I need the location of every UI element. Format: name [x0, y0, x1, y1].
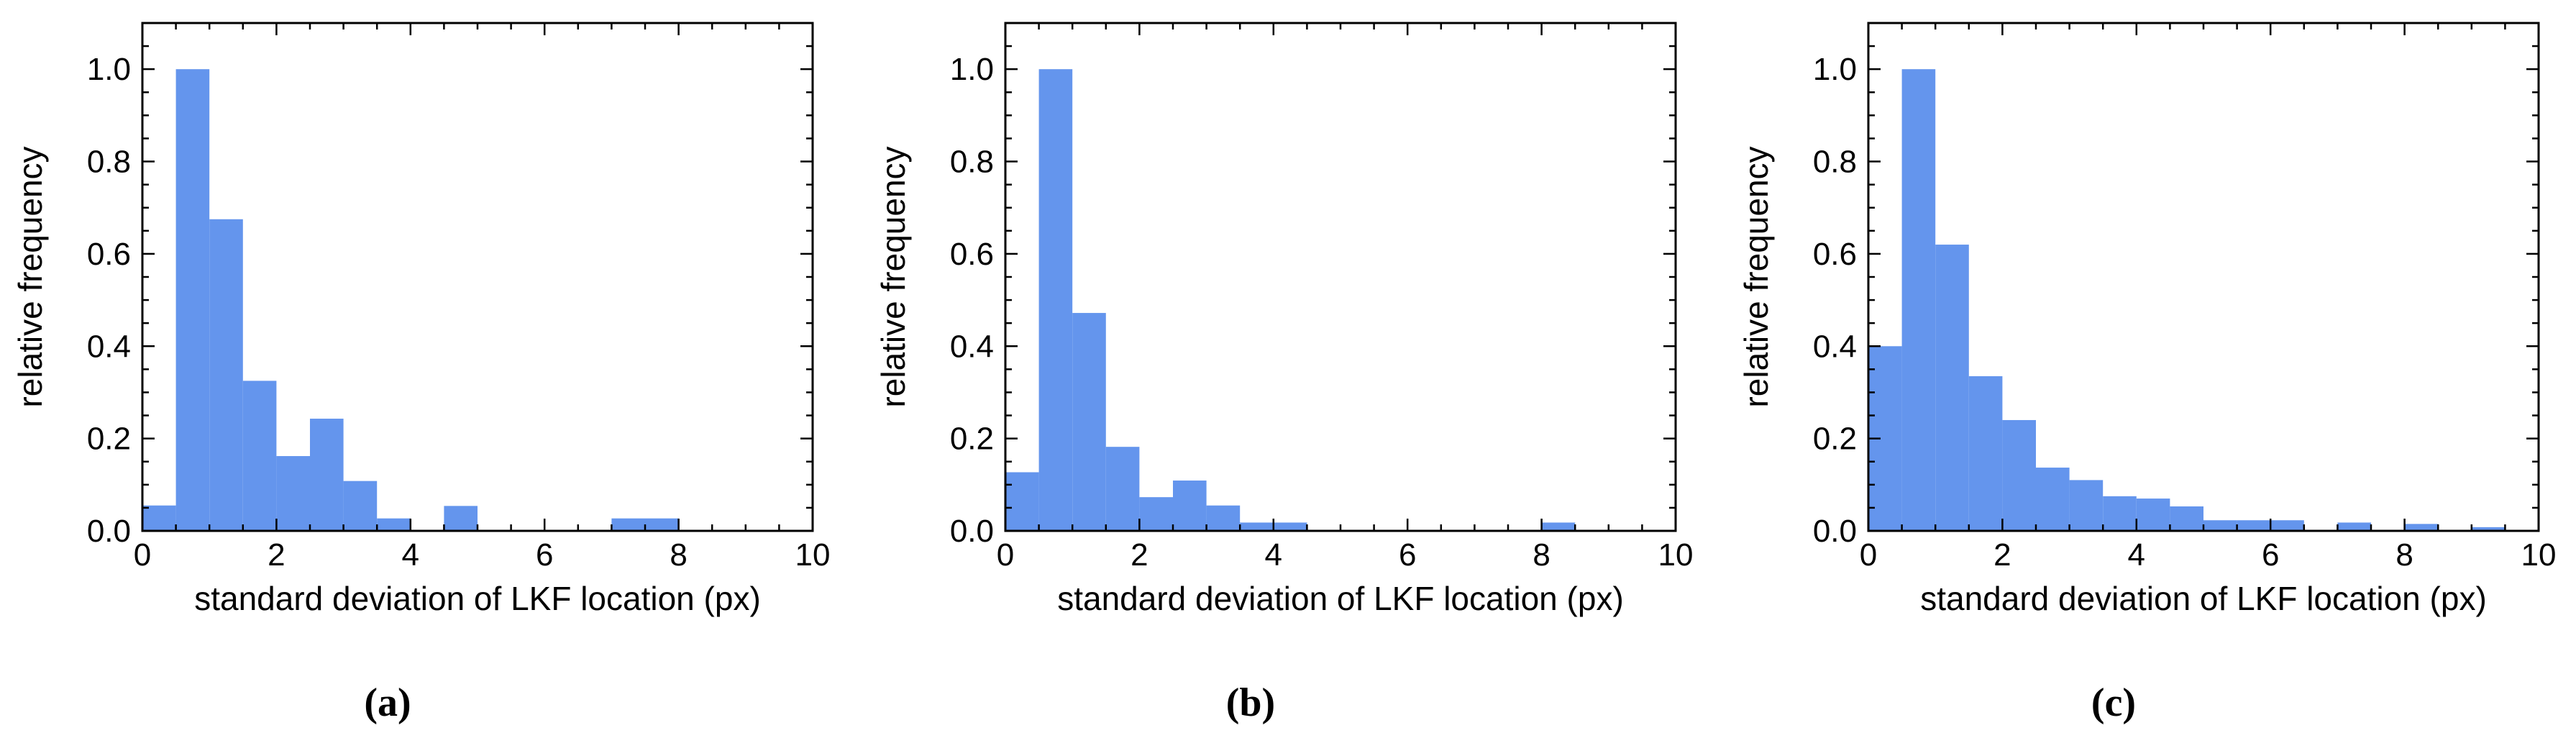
- histogram-bar: [2203, 520, 2237, 531]
- subfigure-caption: (b): [1226, 680, 1275, 725]
- y-tick-label: 0.2: [950, 422, 994, 457]
- histogram-bar: [276, 456, 310, 531]
- y-tick-label: 0.0: [950, 514, 994, 549]
- y-tick-label: 1.0: [950, 52, 994, 87]
- y-tick-label: 0.6: [87, 237, 131, 272]
- x-tick-label: 2: [268, 537, 285, 573]
- histogram-bar: [209, 219, 243, 531]
- x-tick-label: 10: [1658, 537, 1694, 573]
- y-tick-label: 0.4: [950, 329, 994, 364]
- x-tick-label: 6: [2262, 537, 2279, 573]
- histogram-bar: [2069, 480, 2104, 531]
- x-axis-label: standard deviation of LKF location (px): [1920, 580, 2487, 617]
- y-tick-label: 1.0: [87, 52, 131, 87]
- x-tick-label: 8: [1533, 537, 1550, 573]
- histogram-bar: [1273, 522, 1307, 531]
- histogram-bar: [1206, 505, 1241, 531]
- histogram-bar: [1968, 375, 2003, 531]
- y-axis-label: relative frequency: [1737, 146, 1775, 407]
- histogram-bar: [2270, 520, 2304, 531]
- y-tick-label: 0.0: [1813, 514, 1857, 549]
- y-tick-label: 0.6: [1813, 237, 1857, 272]
- histogram-bar: [1240, 522, 1274, 531]
- y-tick-label: 1.0: [1813, 52, 1857, 87]
- histogram-bar: [645, 518, 679, 531]
- subfigure-caption: (a): [364, 680, 411, 725]
- histogram-bar: [1139, 497, 1173, 531]
- histogram-bar: [2237, 520, 2271, 531]
- histogram-bar: [1935, 245, 1969, 531]
- histogram-bar: [1072, 313, 1106, 531]
- histogram-bar: [1105, 447, 1140, 531]
- histogram-bar: [242, 381, 277, 531]
- y-tick-label: 0.6: [950, 237, 994, 272]
- x-tick-label: 8: [2395, 537, 2413, 573]
- x-tick-label: 0: [997, 537, 1014, 573]
- x-tick-label: 4: [402, 537, 419, 573]
- histogram-bar: [2471, 527, 2506, 531]
- y-tick-label: 0.0: [87, 514, 131, 549]
- x-tick-label: 0: [134, 537, 151, 573]
- histogram-bar: [2170, 506, 2203, 531]
- y-tick-label: 0.8: [1813, 145, 1857, 180]
- x-tick-label: 10: [795, 537, 831, 573]
- subfigure-caption: (c): [2091, 680, 2136, 725]
- histogram-bar: [1005, 472, 1039, 531]
- histogram-bar: [444, 506, 478, 531]
- x-tick-label: 2: [1131, 537, 1148, 573]
- x-axis-label: standard deviation of LKF location (px): [1057, 580, 1624, 617]
- plot-frame: [1867, 22, 2540, 532]
- y-tick-label: 0.2: [87, 422, 131, 457]
- histogram-bar: [1038, 69, 1073, 532]
- histogram-panel-b: 0 2 4 6 8 10 0.0 0.2 0.4 0.6 0.8 1.0 standard deviat…: [874, 22, 1694, 725]
- histogram-bar: [2036, 468, 2070, 531]
- plot-frame: [1004, 22, 1677, 532]
- histogram-bar: [611, 518, 645, 531]
- x-tick-label: 6: [536, 537, 553, 573]
- y-tick-label: 0.8: [87, 145, 131, 180]
- histogram-bar: [1541, 522, 1576, 531]
- histogram-bar: [142, 505, 176, 531]
- histogram-bar: [1173, 481, 1207, 531]
- x-axis-label: standard deviation of LKF location (px): [194, 580, 761, 617]
- x-tick-label: 4: [1265, 537, 1282, 573]
- histogram-bar: [2136, 498, 2170, 531]
- x-tick-label: 4: [2128, 537, 2145, 573]
- x-tick-label: 8: [670, 537, 687, 573]
- histogram-bar: [377, 518, 411, 531]
- histogram-bar: [2337, 522, 2371, 531]
- x-tick-label: 2: [1993, 537, 2011, 573]
- plot-frame: [141, 22, 814, 532]
- y-tick-label: 0.8: [950, 145, 994, 180]
- histogram-bar: [343, 481, 378, 531]
- y-tick-label: 0.4: [87, 329, 131, 364]
- histogram-panel-c: 0 2 4 6 8 10 0.0 0.2 0.4 0.6 0.8 1.0 standard deviat…: [1737, 22, 2557, 725]
- histogram-bar: [175, 69, 210, 532]
- y-axis-label: relative frequency: [874, 146, 912, 407]
- histogram-bar: [310, 419, 344, 531]
- x-tick-label: 0: [1860, 537, 1877, 573]
- histogram-bar: [1901, 69, 1936, 532]
- y-axis-label: relative frequency: [12, 146, 49, 407]
- histogram-bar: [2103, 496, 2137, 531]
- histogram-bar: [2404, 524, 2439, 531]
- y-tick-label: 0.2: [1813, 422, 1857, 457]
- histogram-panel-a: 0 2 4 6 8 10 0.0 0.2 0.4 0.6 0.8 1.0 standard deviat…: [12, 22, 831, 725]
- histogram-bar: [2002, 419, 2036, 531]
- x-tick-label: 6: [1399, 537, 1416, 573]
- x-tick-label: 10: [2521, 537, 2557, 573]
- y-tick-label: 0.4: [1813, 329, 1857, 364]
